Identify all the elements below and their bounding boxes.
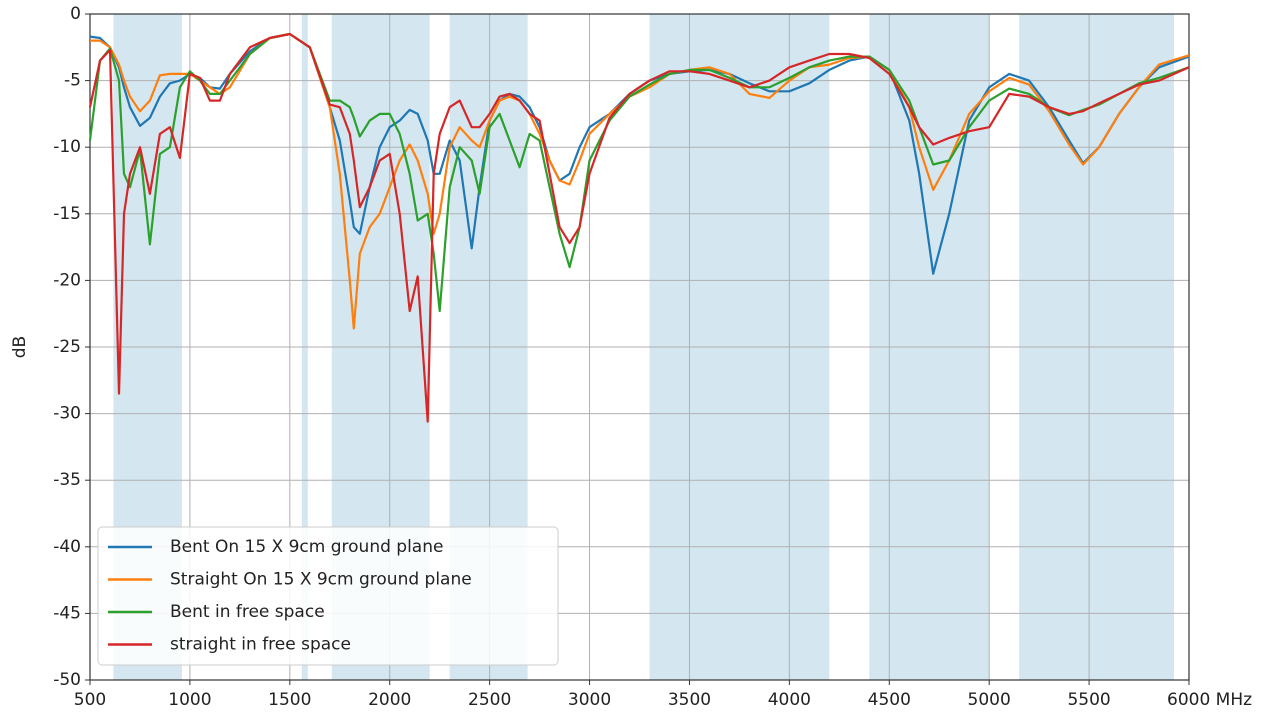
y-tick-label: -15 (53, 204, 81, 224)
y-tick-label: -50 (53, 670, 81, 690)
y-tick-label: -20 (53, 270, 81, 290)
series-line (88, 32, 1190, 423)
legend-box (97, 526, 559, 666)
y-tick-label: -5 (64, 71, 81, 91)
x-tick-label: 1000 (168, 690, 211, 710)
plot-frame (89, 13, 1190, 681)
y-axis-label: dB (10, 336, 30, 358)
legend-label: straight in free space (170, 635, 351, 655)
legend-label: Bent On 15 X 9cm ground plane (170, 537, 443, 557)
x-tick-label: 3500 (668, 690, 711, 710)
x-tick-label: 3000 (568, 690, 611, 710)
x-tick-label: 5000 (968, 690, 1011, 710)
y-tick-label: 0 (70, 4, 81, 24)
x-tick-label: 4000 (768, 690, 811, 710)
legend-label: Straight On 15 X 9cm ground plane (170, 570, 472, 590)
y-tick-label: -10 (53, 137, 81, 157)
x-tick-label: 5500 (1067, 690, 1110, 710)
y-tick-label: -25 (53, 337, 81, 357)
x-tick-label: 500 (74, 690, 106, 710)
series-line (90, 32, 1190, 330)
y-tick-label: -30 (53, 404, 81, 424)
x-tick-label: 1500 (268, 690, 311, 710)
x-tick-label: 4500 (868, 690, 911, 710)
series-line (88, 32, 1190, 313)
x-tick-label: 6000 MHz (1167, 690, 1252, 710)
x-tick-label: 2500 (468, 690, 511, 710)
y-tick-label: -45 (53, 603, 81, 623)
y-tick-label: -40 (53, 537, 81, 557)
y-tick-label: -35 (53, 470, 81, 490)
legend-label: Bent in free space (170, 602, 325, 622)
x-tick-label: 2000 (368, 690, 411, 710)
